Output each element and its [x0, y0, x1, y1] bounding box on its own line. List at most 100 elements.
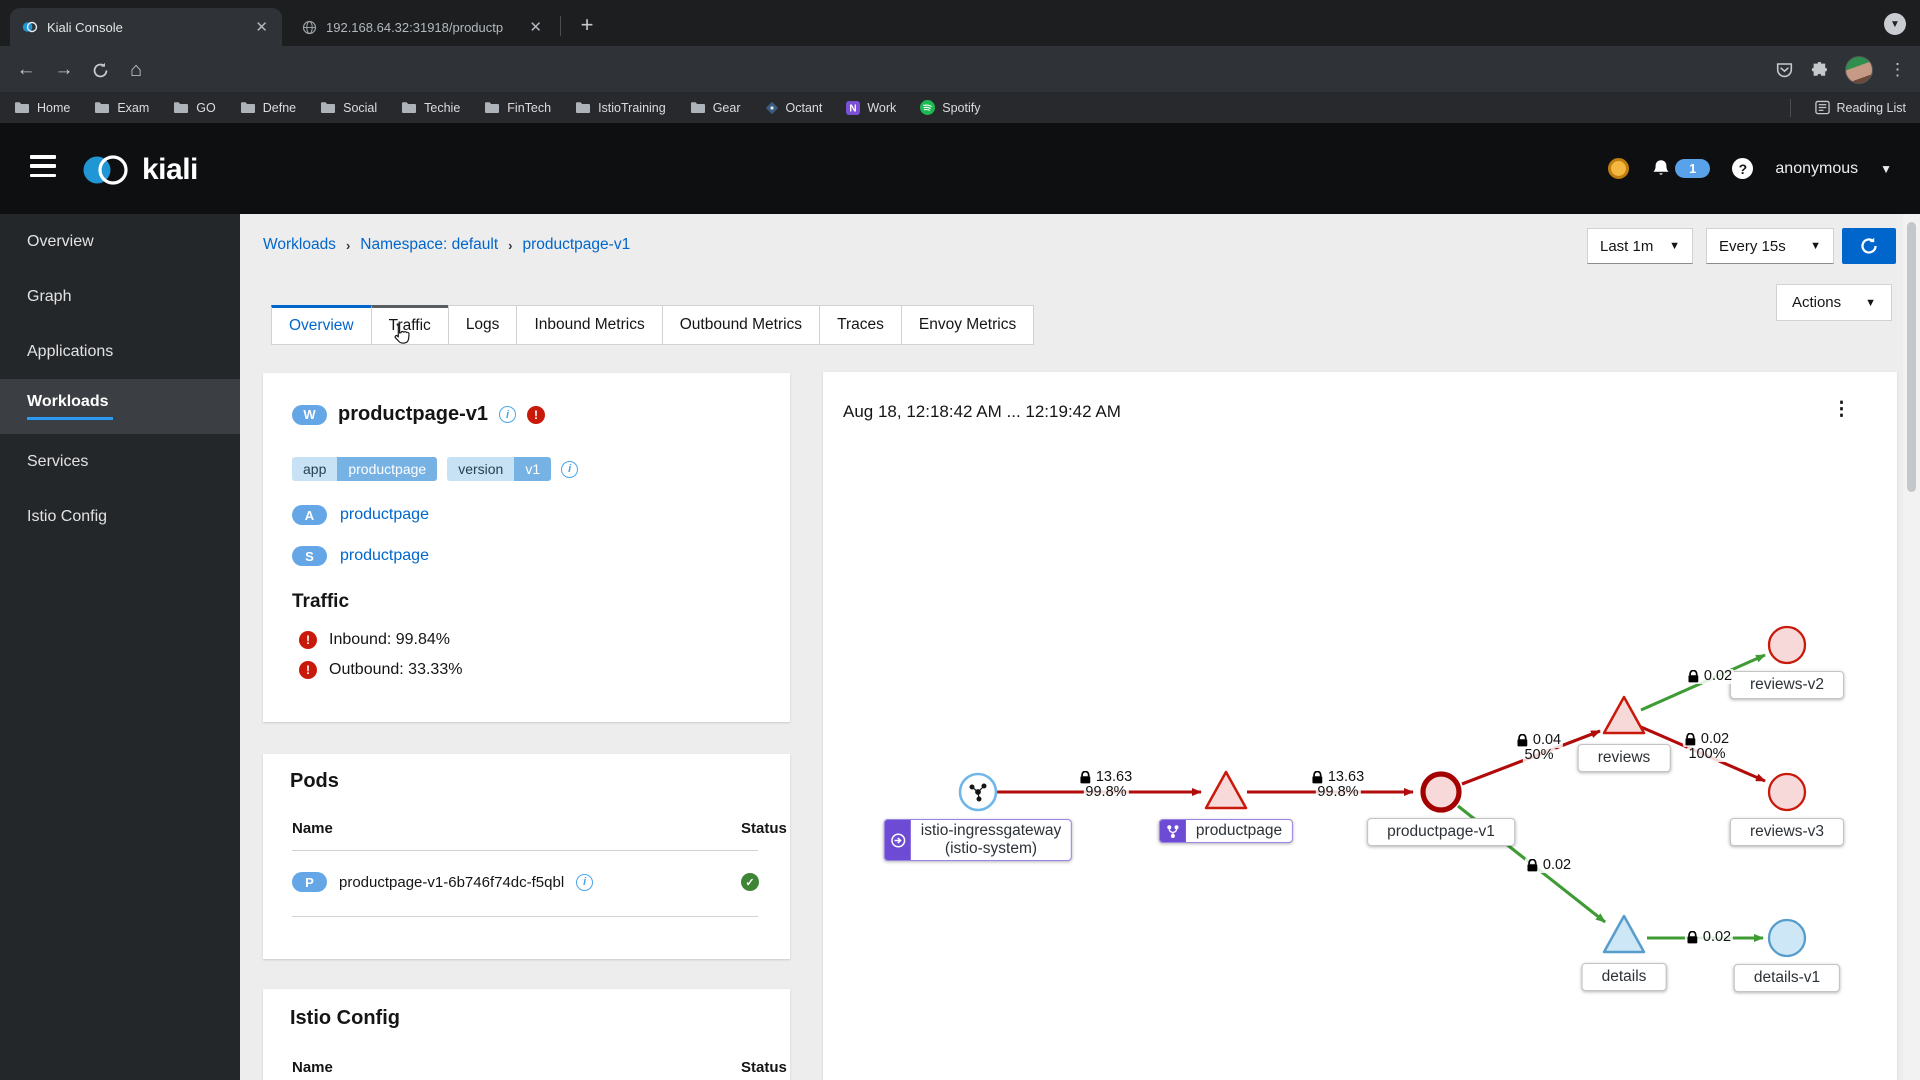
graph-options-kebab-icon[interactable]: ⋮ [1832, 399, 1851, 420]
browser-tab-kiali[interactable]: Kiali Console ✕ [10, 8, 282, 46]
bookmark-go[interactable]: GO [173, 100, 216, 115]
bookmark-fintech[interactable]: FinTech [484, 100, 551, 115]
tab-outbound-metrics[interactable]: Outbound Metrics [661, 305, 821, 345]
back-icon[interactable]: ← [16, 59, 36, 80]
info-icon[interactable]: i [576, 873, 594, 891]
info-icon[interactable]: i [499, 406, 517, 423]
breadcrumb-link[interactable]: Namespace: default [360, 236, 499, 253]
edge-rate: 0.02 [1700, 731, 1730, 747]
browser-menu-kebab-icon[interactable]: ⋮ [1889, 60, 1906, 79]
column-status[interactable]: Status [741, 820, 787, 837]
column-status[interactable]: Status [741, 1059, 787, 1076]
reload-icon[interactable] [88, 58, 112, 82]
bookmark-home[interactable]: Home [14, 100, 70, 115]
new-tab-button[interactable]: + [580, 12, 594, 37]
node-details-v1[interactable] [1767, 918, 1807, 958]
duration-select[interactable]: Last 1m ▼ [1587, 228, 1693, 264]
node-reviews-app[interactable] [1602, 695, 1646, 735]
sidebar-item-applications[interactable]: Applications [0, 324, 240, 379]
tab-traffic[interactable]: Traffic [370, 305, 449, 345]
tab-close-icon[interactable]: ✕ [529, 18, 542, 36]
workload-detail-tabs: Overview Traffic Logs Inbound Metrics Outbou… [271, 305, 1035, 345]
scrollbar-thumb[interactable] [1907, 222, 1916, 492]
tab-traces[interactable]: Traces [819, 305, 902, 345]
bookmark-social[interactable]: Social [320, 100, 377, 115]
sidebar-item-istio-config[interactable]: Istio Config [0, 489, 240, 544]
kiali-masthead: kiali 1 ? anonymous ▼ [0, 123, 1920, 214]
node-label-reviews-v3[interactable]: reviews-v3 [1729, 818, 1845, 846]
browser-tab-bookinfo[interactable]: 192.168.64.32:31918/productp ✕ [290, 8, 556, 46]
extensions-puzzle-icon[interactable] [1810, 61, 1829, 80]
column-name[interactable]: Name [292, 820, 333, 837]
page-scrollbar[interactable] [1903, 214, 1920, 1080]
edge-rate: 0.02 [1703, 668, 1733, 684]
refresh-button[interactable] [1842, 228, 1896, 264]
graph-time-range: Aug 18, 12:18:42 AM ... 12:19:42 AM [843, 402, 1121, 421]
node-label-reviews-v2[interactable]: reviews-v2 [1729, 671, 1845, 699]
mesh-status-icon[interactable] [1608, 158, 1630, 179]
node-reviews-v3[interactable] [1767, 772, 1807, 812]
bookmark-work[interactable]: N Work [846, 100, 896, 115]
bookmark-gear[interactable]: Gear [690, 100, 741, 115]
forward-icon[interactable]: → [54, 59, 74, 80]
notion-icon: N [846, 100, 861, 115]
tab-close-icon[interactable]: ✕ [255, 18, 268, 36]
workload-name: productpage-v1 [338, 403, 489, 425]
bookmark-istiotraining[interactable]: IstioTraining [575, 100, 666, 115]
info-icon[interactable]: i [561, 460, 579, 478]
bookmark-defne[interactable]: Defne [240, 100, 296, 115]
kiali-brand[interactable]: kiali [80, 149, 198, 191]
sidebar-item-graph[interactable]: Graph [0, 269, 240, 324]
bookmark-spotify[interactable]: Spotify [920, 100, 980, 115]
node-productpage-app[interactable] [1204, 770, 1248, 810]
node-label-istio-ingressgateway[interactable]: istio-ingressgateway (istio-system) [883, 819, 1073, 861]
bookmark-octant[interactable]: Octant [765, 100, 822, 115]
node-label-details-app[interactable]: details [1581, 963, 1667, 991]
app-link[interactable]: productpage [340, 506, 429, 523]
tab-divider [560, 16, 561, 36]
home-icon[interactable]: ⌂ [129, 58, 143, 81]
node-label-productpage-v1[interactable]: productpage-v1 [1367, 818, 1515, 846]
node-reviews-v2[interactable] [1767, 625, 1807, 665]
breadcrumb-link[interactable]: Workloads [263, 236, 336, 253]
breadcrumb-link[interactable]: productpage-v1 [522, 236, 631, 253]
bookmark-exam[interactable]: Exam [94, 100, 149, 115]
notifications-button[interactable]: 1 [1651, 158, 1711, 179]
bookmark-label: Home [37, 100, 71, 115]
bookmark-label: IstioTraining [598, 100, 666, 115]
node-productpage-v1[interactable] [1420, 771, 1462, 813]
column-name[interactable]: Name [292, 1059, 333, 1076]
sidebar-item-label: Applications [27, 342, 114, 360]
profile-avatar[interactable] [1845, 56, 1873, 84]
mini-service-graph[interactable]: istio-ingressgateway (istio-system) produc… [823, 372, 1897, 1080]
healthy-status-icon[interactable]: ✓ [741, 873, 759, 891]
tab-logs[interactable]: Logs [447, 305, 518, 345]
pocket-icon[interactable] [1775, 61, 1794, 79]
bookmark-label: Gear [712, 100, 741, 115]
actions-label: Actions [1791, 294, 1842, 311]
tab-inbound-metrics[interactable]: Inbound Metrics [516, 305, 663, 345]
node-label-details-v1[interactable]: details-v1 [1733, 964, 1841, 992]
user-menu-caret-icon[interactable]: ▼ [1880, 161, 1892, 176]
reading-list-button[interactable]: Reading List [1814, 100, 1906, 115]
bookmark-techie[interactable]: Techie [401, 100, 460, 115]
tab-envoy-metrics[interactable]: Envoy Metrics [900, 305, 1035, 345]
sidebar-item-services[interactable]: Services [0, 434, 240, 489]
node-details-app[interactable] [1602, 914, 1646, 954]
error-status-icon[interactable]: ! [527, 405, 546, 424]
help-icon[interactable]: ? [1732, 158, 1754, 179]
node-label-reviews-app[interactable]: reviews [1577, 744, 1671, 772]
node-label-productpage-app[interactable]: productpage [1158, 819, 1294, 843]
sidebar-item-label: Graph [27, 287, 72, 305]
user-menu[interactable]: anonymous [1775, 159, 1859, 177]
nav-toggle-hamburger-icon[interactable] [30, 155, 56, 177]
service-link[interactable]: productpage [340, 547, 429, 564]
sidebar-item-workloads[interactable]: Workloads [0, 379, 240, 434]
edge-rate: 0.02 [1702, 929, 1732, 945]
refresh-interval-select[interactable]: Every 15s ▼ [1706, 228, 1834, 264]
tab-overview[interactable]: Overview [271, 305, 372, 345]
tab-search-icon[interactable]: ▼ [1884, 13, 1906, 35]
sidebar-item-overview[interactable]: Overview [0, 214, 240, 269]
actions-button[interactable]: Actions ▼ [1776, 284, 1892, 321]
ingress-badge-icon [884, 820, 911, 860]
